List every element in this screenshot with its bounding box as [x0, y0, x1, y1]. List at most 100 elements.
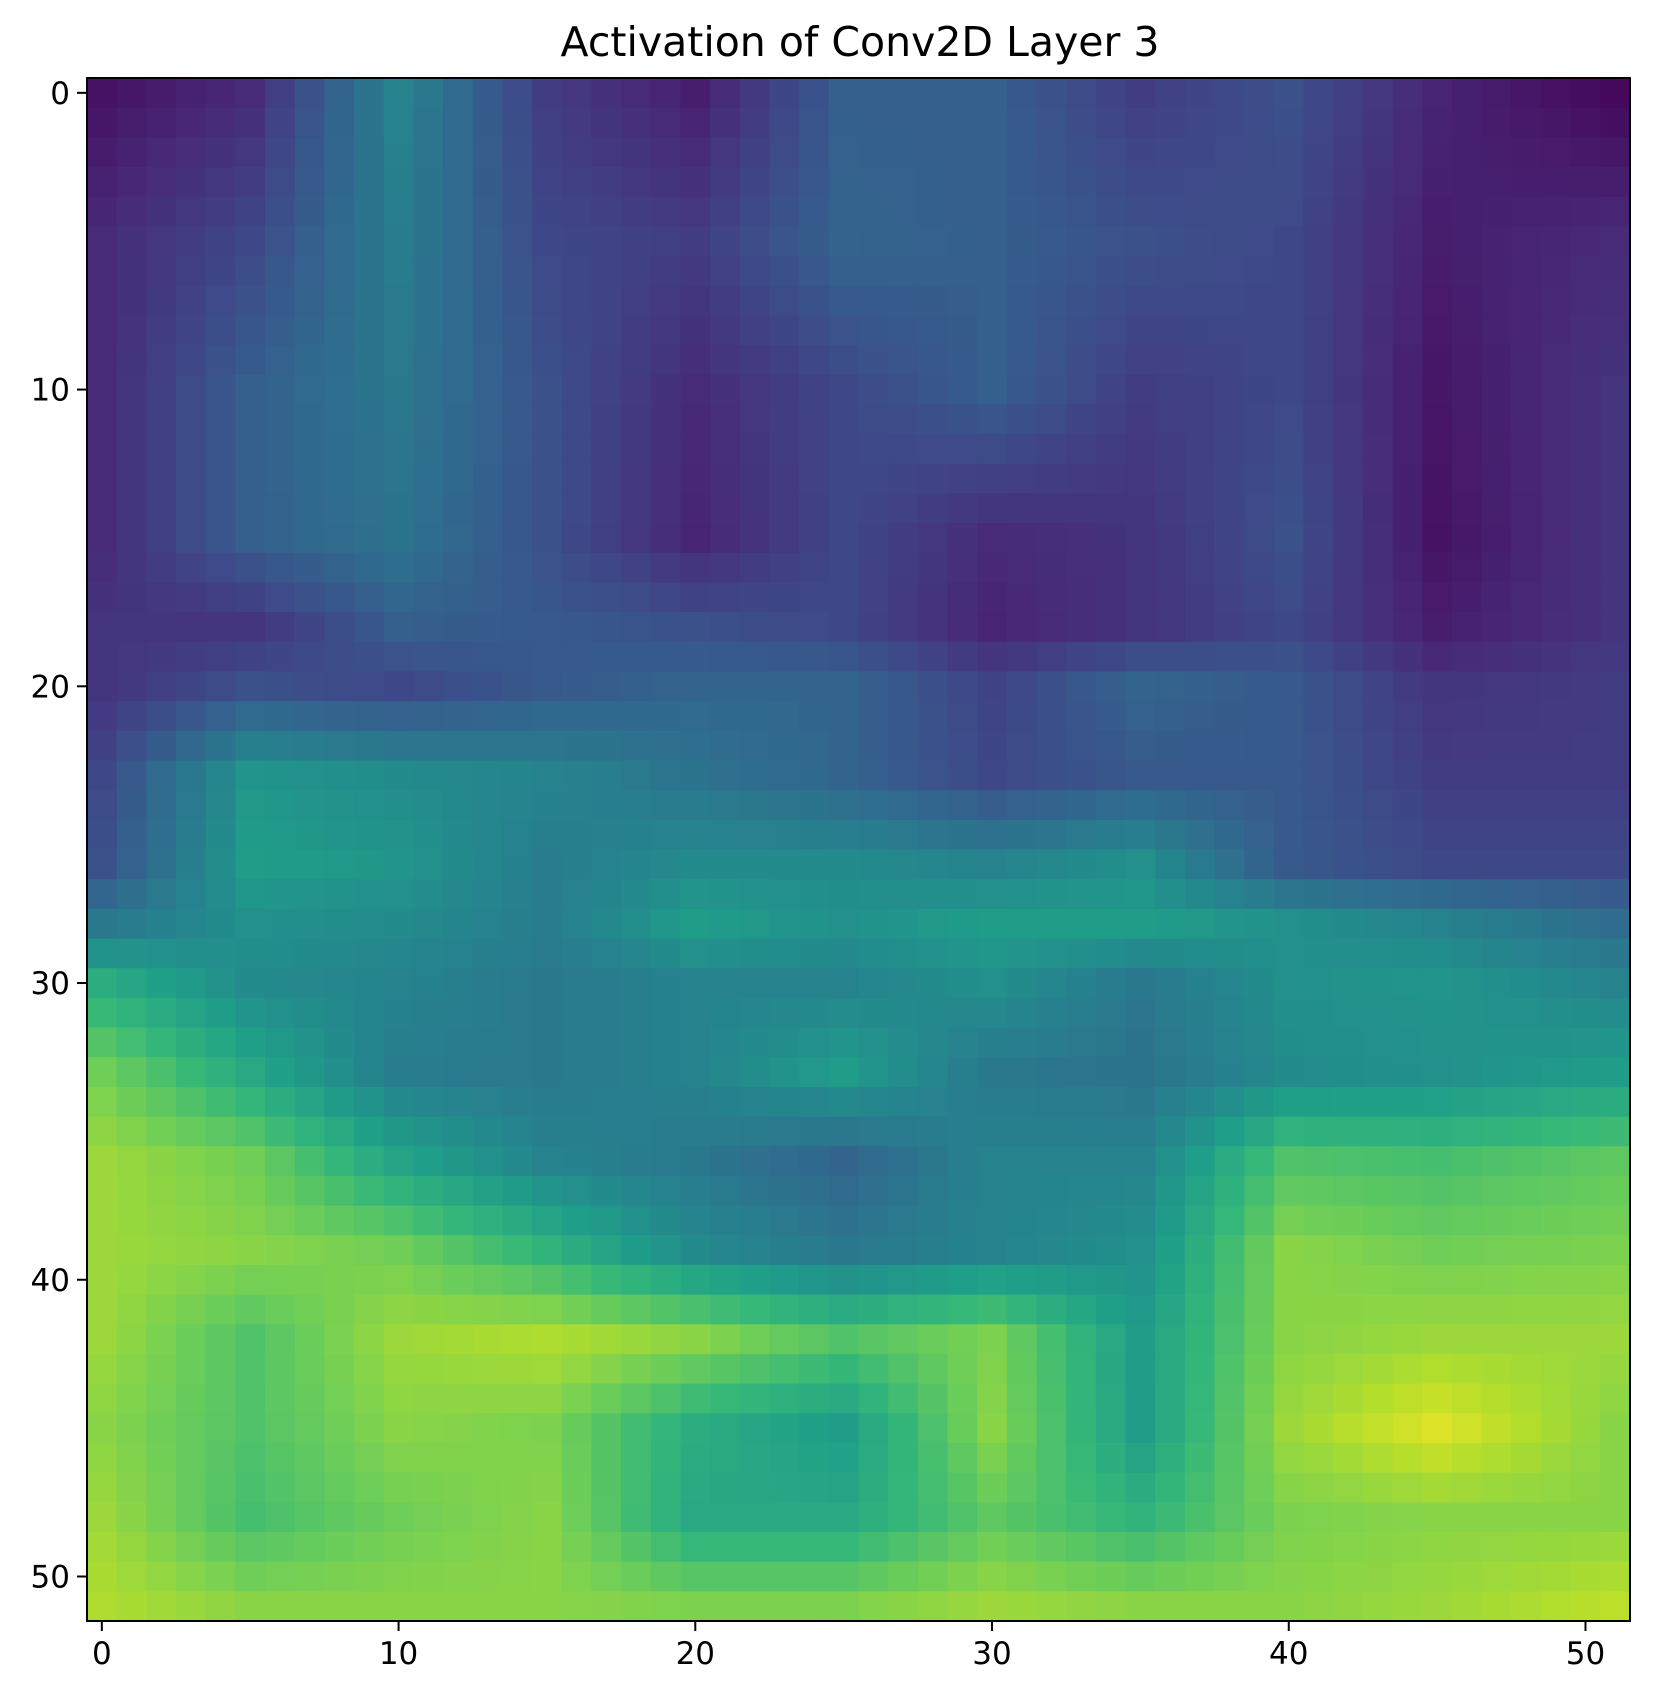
heatmap-cell	[265, 997, 296, 1029]
heatmap-cell	[1600, 641, 1631, 673]
heatmap-cell	[977, 493, 1008, 524]
heatmap-cell	[1244, 760, 1275, 791]
heatmap-cell	[680, 849, 711, 880]
heatmap-cell	[502, 552, 533, 584]
heatmap-cell	[917, 879, 949, 910]
heatmap-cell	[1481, 226, 1512, 257]
heatmap-cell	[650, 849, 682, 880]
heatmap-cell	[1095, 315, 1127, 346]
heatmap-cell	[710, 1235, 741, 1266]
heatmap-cell	[354, 167, 385, 198]
heatmap-cell	[146, 641, 177, 673]
heatmap-cell	[1481, 1502, 1512, 1533]
heatmap-cell	[917, 1057, 949, 1088]
heatmap-cell	[116, 612, 147, 643]
heatmap-cell	[176, 137, 207, 168]
heatmap-cell	[888, 641, 919, 673]
heatmap-cell	[1303, 790, 1334, 821]
heatmap-cell	[799, 1442, 830, 1474]
heatmap-cell	[1451, 1591, 1483, 1622]
heatmap-cell	[739, 404, 771, 435]
heatmap-cell	[1184, 1324, 1216, 1355]
heatmap-cell	[1600, 107, 1631, 138]
heatmap-cell	[710, 641, 741, 673]
heatmap-cell	[858, 1442, 889, 1474]
heatmap-cell	[205, 701, 236, 732]
heatmap-cell	[1362, 1175, 1394, 1207]
heatmap-cell	[1066, 1294, 1097, 1325]
heatmap-cell	[828, 523, 860, 554]
heatmap-cell	[1481, 1383, 1512, 1414]
heatmap-cell	[443, 1502, 474, 1533]
heatmap-cell	[1244, 641, 1275, 673]
heatmap-cell	[1155, 1175, 1186, 1207]
heatmap-cell	[1155, 285, 1186, 316]
heatmap-cell	[1244, 434, 1275, 465]
heatmap-cell	[828, 790, 860, 821]
heatmap-cell	[1481, 374, 1512, 405]
heatmap-cell	[413, 1442, 444, 1474]
heatmap-cell	[1273, 434, 1305, 465]
heatmap-cell	[116, 345, 147, 376]
heatmap-cell	[1481, 107, 1512, 138]
heatmap-cell	[621, 1264, 652, 1296]
heatmap-cell	[1273, 345, 1305, 376]
heatmap-cell	[1125, 1146, 1156, 1177]
heatmap-cell	[1362, 1442, 1394, 1474]
heatmap-cell	[1362, 404, 1394, 435]
heatmap-cell	[1481, 1116, 1512, 1147]
heatmap-cell	[828, 1531, 860, 1563]
heatmap-cell	[1392, 1175, 1423, 1207]
heatmap-cell	[858, 552, 889, 584]
heatmap-cell	[799, 1027, 830, 1058]
heatmap-cell	[235, 196, 266, 227]
heatmap-cell	[1125, 315, 1156, 346]
heatmap-cell	[443, 1264, 474, 1296]
heatmap-cell	[472, 1205, 504, 1236]
heatmap-cell	[1006, 1472, 1038, 1503]
heatmap-cell	[1303, 1591, 1334, 1622]
heatmap-cell	[205, 582, 236, 613]
heatmap-cell	[146, 167, 177, 198]
heatmap-cell	[621, 1502, 652, 1533]
heatmap-cell	[621, 1383, 652, 1414]
heatmap-cell	[265, 374, 296, 405]
heatmap-cell	[146, 1502, 177, 1533]
heatmap-cell	[799, 1383, 830, 1414]
heatmap-cell	[1036, 760, 1067, 791]
heatmap-cell	[532, 582, 563, 613]
heatmap-cell	[1570, 107, 1601, 138]
heatmap-cell	[1036, 1591, 1067, 1622]
heatmap-cell	[1570, 1502, 1601, 1533]
heatmap-cell	[87, 1531, 118, 1563]
heatmap-cell	[917, 1442, 949, 1474]
heatmap-cell	[472, 493, 504, 524]
heatmap-cell	[87, 1235, 118, 1266]
heatmap-cell	[828, 167, 860, 198]
heatmap-cell	[799, 463, 830, 495]
heatmap-cell	[146, 790, 177, 821]
heatmap-cell	[888, 1175, 919, 1207]
heatmap-cell	[1155, 879, 1186, 910]
heatmap-cell	[710, 493, 741, 524]
heatmap-cell	[1006, 849, 1038, 880]
heatmap-cell	[383, 226, 414, 257]
heatmap-cell	[1214, 612, 1245, 643]
heatmap-cell	[858, 938, 889, 969]
heatmap-cell	[1362, 523, 1394, 554]
heatmap-cell	[235, 1057, 266, 1088]
heatmap-cell	[977, 167, 1008, 198]
heatmap-cell	[591, 968, 622, 999]
heatmap-cell	[235, 879, 266, 910]
heatmap-cell	[502, 523, 533, 554]
heatmap-cell	[502, 819, 533, 851]
heatmap-cell	[265, 1116, 296, 1147]
heatmap-cell	[1036, 612, 1067, 643]
heatmap-cell	[1540, 938, 1572, 969]
heatmap-cell	[977, 1086, 1008, 1118]
heatmap-cell	[917, 1235, 949, 1266]
heatmap-cell	[1125, 1264, 1156, 1296]
heatmap-cell	[116, 1057, 147, 1088]
heatmap-cell	[1362, 1324, 1394, 1355]
heatmap-cell	[176, 938, 207, 969]
